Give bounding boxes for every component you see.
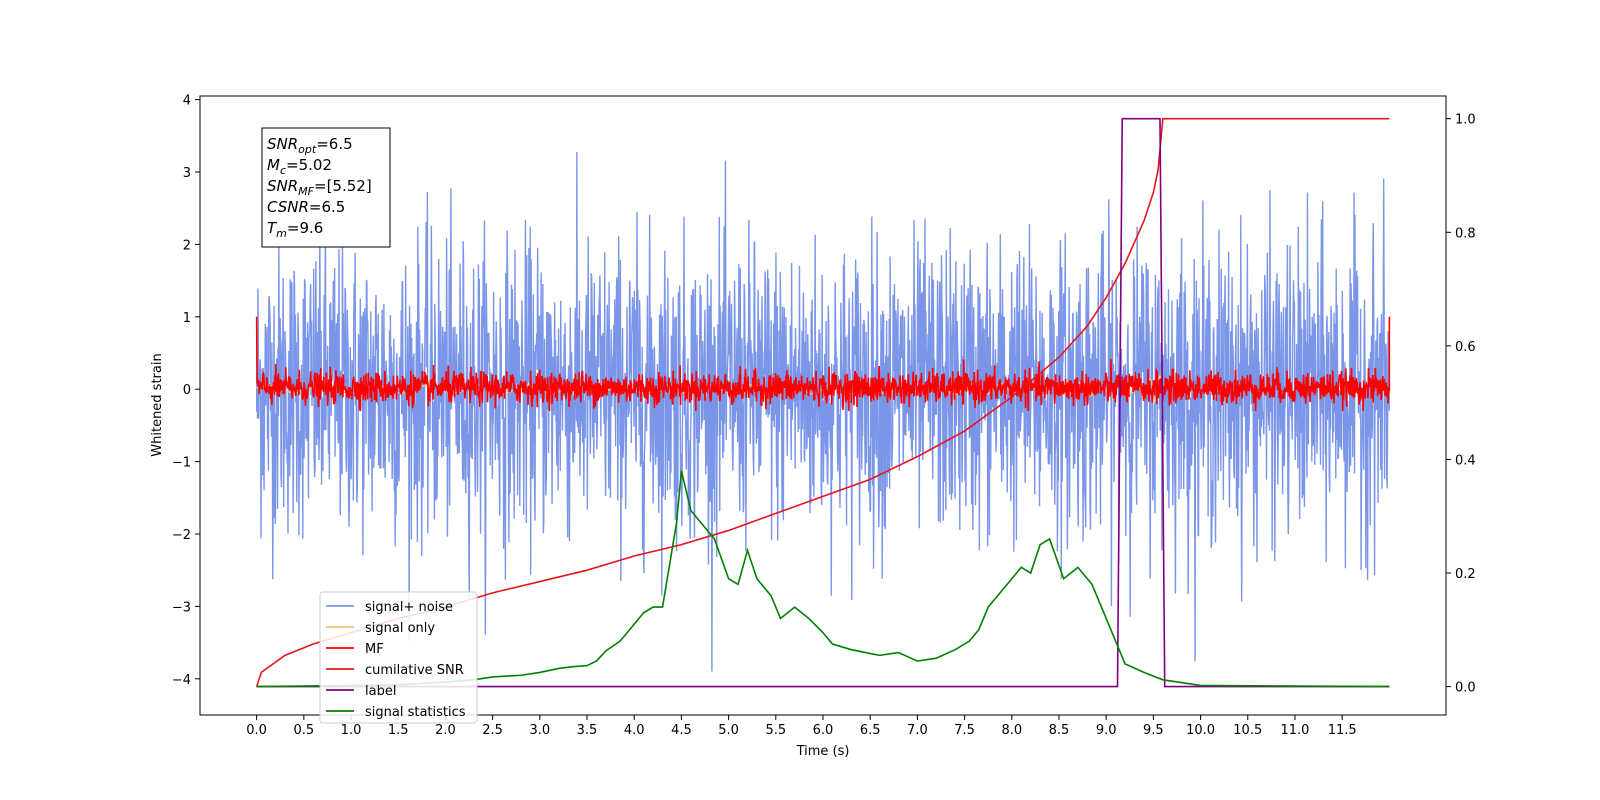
x-tick-label: 10.5 xyxy=(1233,723,1262,738)
x-tick-label: 0.5 xyxy=(293,723,314,738)
y-tick-label: 1 xyxy=(183,311,191,326)
x-tick-label: 1.5 xyxy=(388,723,409,738)
x-tick-label: 7.5 xyxy=(954,723,975,738)
x-axis: 0.0 0.5 1.0 1.5 2.0 2.5 3.0 3.5 4.0 4.5 5.0 5.5 6.0 6… xyxy=(246,715,1357,738)
x-tick-label: 11.0 xyxy=(1280,723,1309,738)
annotation-frame xyxy=(261,127,391,248)
legend-entry-label: label xyxy=(365,684,396,699)
x-tick-label: 3.0 xyxy=(529,723,550,738)
annotation-subscript: opt xyxy=(298,143,317,156)
x-tick-label: 2.5 xyxy=(482,723,503,738)
annotation-value: =9.6 xyxy=(287,219,323,237)
annotation-value: =6.5 xyxy=(316,135,352,153)
x-tick-label: 10.0 xyxy=(1186,723,1215,738)
y-axis-right: 1.0 0.8 0.6 0.4 0.2 0.0 xyxy=(1446,113,1476,696)
annotation-subscript: c xyxy=(280,164,286,177)
y-axis-left: 4 3 2 1 0 −1 −2 −3 −4 xyxy=(172,94,200,688)
legend: signal+ noise signal only MF cumilative SNR… xyxy=(319,591,478,724)
y-tick-label: 2 xyxy=(183,238,191,253)
annotation-line: SNRopt=6.5 xyxy=(267,135,353,156)
x-tick-label: 0.0 xyxy=(246,723,267,738)
y-tick-label: −4 xyxy=(172,673,191,688)
x-tick-label: 5.5 xyxy=(765,723,786,738)
x-tick-label: 6.5 xyxy=(860,723,881,738)
annotation-variable: CSNR xyxy=(267,198,309,216)
x-tick-label: 2.0 xyxy=(435,723,456,738)
annotation-variable: SNR xyxy=(267,135,298,153)
legend-frame xyxy=(319,591,478,724)
y2-tick-label: 1.0 xyxy=(1455,113,1476,128)
annotation-subscript: m xyxy=(276,227,287,240)
y2-tick-label: 0.0 xyxy=(1455,681,1476,696)
x-tick-label: 9.5 xyxy=(1143,723,1164,738)
y-tick-label: −3 xyxy=(172,600,191,615)
annotation-variable: M xyxy=(267,156,280,174)
y2-tick-label: 0.2 xyxy=(1455,567,1476,582)
annotation-value: =[5.52] xyxy=(314,177,372,195)
y-tick-label: 4 xyxy=(183,94,191,109)
y-axis-label: Whitened strain xyxy=(150,353,165,456)
x-tick-label: 3.5 xyxy=(577,723,598,738)
x-axis-label: Time (s) xyxy=(796,744,850,759)
x-tick-label: 8.0 xyxy=(1001,723,1022,738)
annotation-value: =6.5 xyxy=(309,198,345,216)
x-tick-label: 4.5 xyxy=(671,723,692,738)
annotation-value: =5.02 xyxy=(286,156,332,174)
series-label-line xyxy=(256,117,1390,688)
annotation-box: SNRopt=6.5Mc=5.02SNRMF=[5.52]CSNR=6.5Tm=… xyxy=(261,127,391,248)
x-tick-label: 4.0 xyxy=(624,723,645,738)
y2-tick-label: 0.4 xyxy=(1455,453,1476,468)
series-signal-noise-line xyxy=(255,152,1391,672)
annotation-variable: SNR xyxy=(267,177,298,195)
series-signal-statistics-line xyxy=(256,470,1390,688)
legend-entry-label: MF xyxy=(365,642,384,657)
y2-tick-label: 0.8 xyxy=(1455,226,1476,241)
legend-entry-label: cumilative SNR xyxy=(365,663,464,678)
y2-tick-label: 0.6 xyxy=(1455,340,1476,355)
annotation-variable: T xyxy=(267,219,278,237)
series-mf-line xyxy=(255,316,1391,411)
x-tick-label: 6.0 xyxy=(813,723,834,738)
annotation-line: Mc=5.02 xyxy=(267,156,332,177)
x-tick-label: 9.0 xyxy=(1096,723,1117,738)
x-tick-label: 8.5 xyxy=(1049,723,1070,738)
y-tick-label: 3 xyxy=(183,166,191,181)
y-tick-label: 0 xyxy=(183,383,191,398)
legend-entry-label: signal statistics xyxy=(365,705,466,720)
annotation-line: SNRMF=[5.52] xyxy=(267,177,372,198)
annotation-subscript: MF xyxy=(298,185,314,198)
x-tick-label: 1.0 xyxy=(341,723,362,738)
y-tick-label: −1 xyxy=(172,456,191,471)
y-tick-label: −2 xyxy=(172,528,191,543)
annotation-line: Tm=9.6 xyxy=(267,219,323,240)
x-tick-label: 5.0 xyxy=(718,723,739,738)
annotation-line: CSNR=6.5 xyxy=(267,198,345,216)
legend-entry-label: signal only xyxy=(365,621,435,636)
x-tick-label: 11.5 xyxy=(1328,723,1357,738)
x-tick-label: 7.0 xyxy=(907,723,928,738)
legend-entry-label: signal+ noise xyxy=(365,600,453,615)
